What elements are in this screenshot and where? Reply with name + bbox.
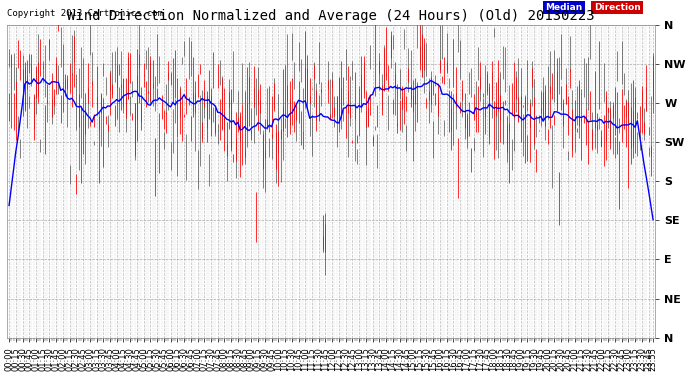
Title: Wind Direction Normalized and Average (24 Hours) (Old) 20130223: Wind Direction Normalized and Average (2…: [67, 9, 595, 23]
Text: Direction: Direction: [593, 3, 640, 12]
Text: Copyright 2013 Cartronics.com: Copyright 2013 Cartronics.com: [7, 9, 163, 18]
Text: Median: Median: [545, 3, 582, 12]
